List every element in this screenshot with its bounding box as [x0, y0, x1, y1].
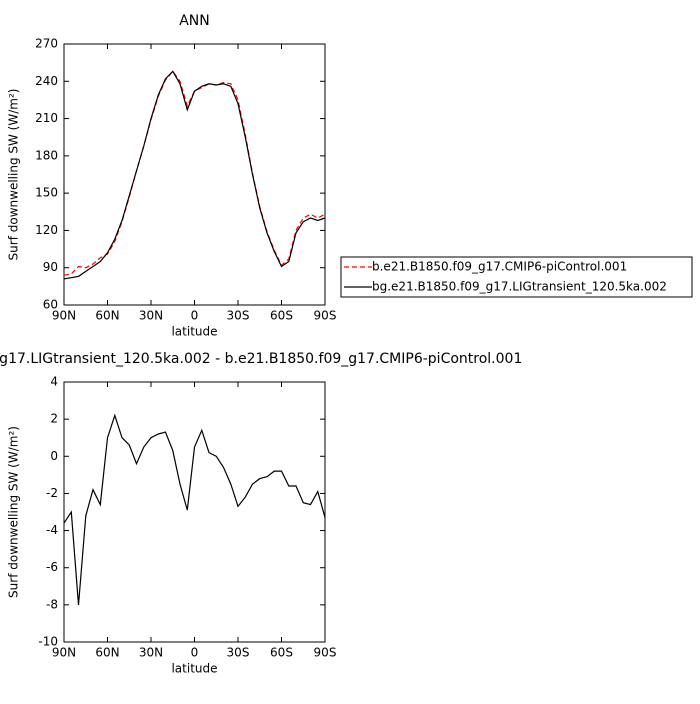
x-tick-label: 30N [139, 646, 163, 660]
panel-title: bg.e21.B1850.f09_g17.LIGtransient_120.5k… [0, 351, 522, 367]
x-tick-label: 90N [52, 309, 76, 323]
y-tick-label: 240 [35, 74, 58, 88]
y-tick-label: -10 [38, 635, 58, 649]
legend-box [340, 256, 693, 298]
x-tick-label: 30S [227, 646, 250, 660]
x-tick-label: 0 [191, 646, 199, 660]
x-tick-label: 90S [314, 309, 337, 323]
y-tick-label: -8 [46, 597, 58, 611]
x-axis-label: latitude [171, 325, 217, 339]
y-tick-label: 180 [35, 148, 58, 162]
y-tick-label: 150 [35, 186, 58, 200]
x-tick-label: 30N [139, 309, 163, 323]
y-tick-label: -4 [46, 523, 58, 537]
legend-label: bg.e21.B1850.f09_g17.LIGtransient_120.5k… [372, 280, 667, 294]
x-tick-label: 90N [52, 646, 76, 660]
y-tick-label: 90 [43, 260, 58, 274]
y-axis-label: Surf downwelling SW (W/m²) [7, 426, 21, 598]
plot-frame [63, 43, 326, 306]
plot-frame [63, 381, 326, 643]
y-tick-label: 4 [50, 375, 58, 389]
y-tick-label: 120 [35, 223, 58, 237]
y-tick-label: 210 [35, 111, 58, 125]
series-line [63, 70, 326, 276]
y-tick-label: 270 [35, 37, 58, 51]
y-tick-label: 2 [50, 412, 58, 426]
x-tick-label: 60N [95, 646, 119, 660]
x-tick-label: 90S [314, 646, 337, 660]
y-tick-label: 60 [43, 298, 58, 312]
x-tick-label: 60S [270, 646, 293, 660]
y-axis-label: Surf downwelling SW (W/m²) [7, 89, 21, 261]
x-axis-label: latitude [171, 662, 217, 676]
x-tick-label: 60N [95, 309, 119, 323]
legend-label: b.e21.B1850.f09_g17.CMIP6-piControl.001 [372, 260, 627, 274]
series-line [63, 413, 326, 605]
x-tick-label: 60S [270, 309, 293, 323]
y-tick-label: -6 [46, 560, 58, 574]
x-tick-label: 0 [191, 309, 199, 323]
y-tick-label: 0 [50, 449, 58, 463]
panel-title: ANN [179, 13, 210, 29]
y-tick-label: -2 [46, 486, 58, 500]
series-line [63, 70, 326, 280]
x-tick-label: 30S [227, 309, 250, 323]
